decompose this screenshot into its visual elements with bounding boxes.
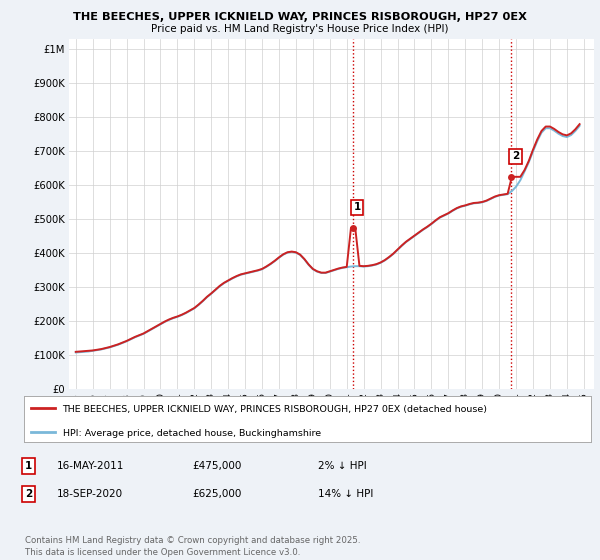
Text: £625,000: £625,000 bbox=[192, 489, 241, 499]
Text: 14% ↓ HPI: 14% ↓ HPI bbox=[318, 489, 373, 499]
Text: 16-MAY-2011: 16-MAY-2011 bbox=[57, 461, 124, 471]
Text: 2: 2 bbox=[25, 489, 32, 499]
Text: 1: 1 bbox=[353, 202, 361, 212]
Text: THE BEECHES, UPPER ICKNIELD WAY, PRINCES RISBOROUGH, HP27 0EX (detached house): THE BEECHES, UPPER ICKNIELD WAY, PRINCES… bbox=[62, 405, 488, 414]
Text: 1: 1 bbox=[25, 461, 32, 471]
Text: HPI: Average price, detached house, Buckinghamshire: HPI: Average price, detached house, Buck… bbox=[62, 429, 320, 438]
Text: Contains HM Land Registry data © Crown copyright and database right 2025.
This d: Contains HM Land Registry data © Crown c… bbox=[25, 536, 361, 557]
Text: 2: 2 bbox=[512, 151, 519, 161]
Text: 18-SEP-2020: 18-SEP-2020 bbox=[57, 489, 123, 499]
Text: 2% ↓ HPI: 2% ↓ HPI bbox=[318, 461, 367, 471]
Text: Price paid vs. HM Land Registry's House Price Index (HPI): Price paid vs. HM Land Registry's House … bbox=[151, 24, 449, 34]
Text: £475,000: £475,000 bbox=[192, 461, 241, 471]
Text: THE BEECHES, UPPER ICKNIELD WAY, PRINCES RISBOROUGH, HP27 0EX: THE BEECHES, UPPER ICKNIELD WAY, PRINCES… bbox=[73, 12, 527, 22]
